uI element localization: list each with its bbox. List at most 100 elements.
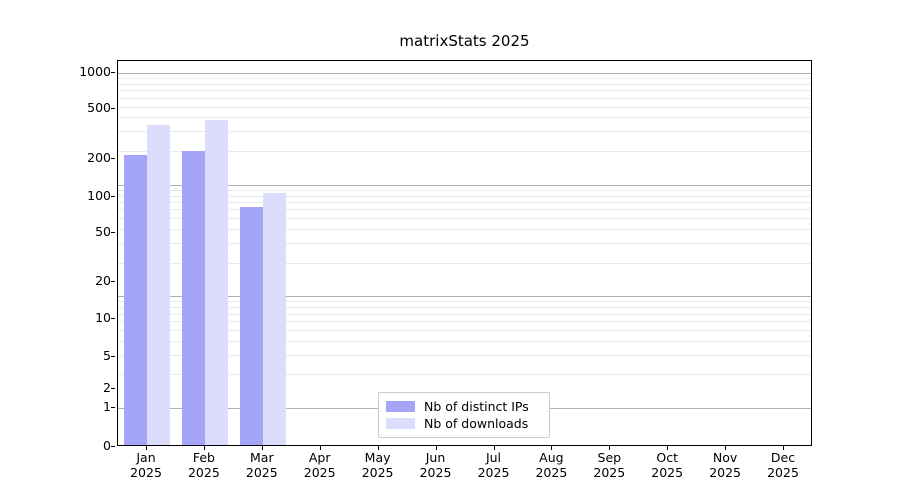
y-tick-label: 2 <box>103 379 111 395</box>
x-tick-label-may: May 2025 <box>362 450 394 480</box>
gridline <box>118 340 811 342</box>
x-tick-mark <box>609 446 611 450</box>
gridline <box>118 78 811 80</box>
gridline <box>118 117 811 119</box>
gridline <box>118 90 811 92</box>
x-tick-month: Jan <box>136 450 156 465</box>
y-tick-label: 10 <box>95 309 111 325</box>
x-tick-year: 2025 <box>767 465 799 480</box>
gridline <box>118 374 811 376</box>
y-tick-mark <box>111 281 115 282</box>
gridline <box>118 262 811 264</box>
x-tick-year: 2025 <box>419 465 452 480</box>
gridline <box>118 301 811 303</box>
y-tick-mark <box>111 108 115 109</box>
x-tick-month: Jun <box>425 450 446 465</box>
x-tick-year: 2025 <box>535 465 568 480</box>
gridline <box>118 83 811 85</box>
x-tick-label-dec: Dec 2025 <box>767 450 799 480</box>
y-tick-label: 500 <box>87 99 111 115</box>
page-title: matrixStats 2025 <box>399 32 530 50</box>
gridline <box>118 184 811 186</box>
x-tick-label-nov: Nov 2025 <box>709 450 741 480</box>
x-tick-mark <box>435 446 437 450</box>
y-tick-mark <box>111 196 115 197</box>
gridline <box>118 131 811 133</box>
bar-ips-mar <box>239 207 263 445</box>
y-tick-label: 1000 <box>79 63 111 79</box>
x-tick-mark <box>319 446 321 450</box>
x-tick-label-oct: Oct 2025 <box>651 450 683 480</box>
y-tick-mark <box>111 318 115 319</box>
gridline <box>118 189 811 191</box>
x-tick-year: 2025 <box>477 465 510 480</box>
y-tick-label: 200 <box>87 149 111 165</box>
y-tick-label: 50 <box>95 223 111 239</box>
gridline <box>118 151 811 153</box>
x-tick-mark <box>551 446 553 450</box>
x-tick-year: 2025 <box>303 465 336 480</box>
x-tick-mark <box>261 446 263 450</box>
gridline <box>118 329 811 331</box>
y-tick-mark <box>111 232 115 233</box>
gridline <box>118 202 811 203</box>
x-tick-label-sep: Sep 2025 <box>593 450 625 480</box>
legend-swatch-icon <box>386 418 415 429</box>
y-tick-label: 0 <box>103 437 111 453</box>
bar-ips-feb <box>181 151 205 445</box>
gridline <box>118 321 811 323</box>
x-tick-label-aug: Aug 2025 <box>535 450 567 480</box>
x-tick-label-jul: Jul 2025 <box>478 450 510 480</box>
gridline <box>118 209 811 211</box>
gridline <box>118 218 811 220</box>
x-tick-year: 2025 <box>130 465 162 480</box>
x-tick-month: Sep <box>597 450 622 465</box>
x-tick-month: Oct <box>656 450 678 465</box>
y-axis: 1000 500 200 100 50 20 10 5 2 1 0 <box>56 0 111 500</box>
x-tick-year: 2025 <box>593 465 626 480</box>
x-tick-mark <box>146 446 147 450</box>
x-tick-month: Mar <box>250 450 274 465</box>
legend-item-distinct-ips: Nb of distinct IPs <box>386 398 542 415</box>
legend-label: Nb of downloads <box>424 416 529 431</box>
x-tick-month: Feb <box>192 450 215 465</box>
x-axis: Jan 2025 Feb 2025 Mar 2025 Apr 2025 May 2025 Jun 20… <box>117 450 812 496</box>
x-tick-mark <box>203 446 205 450</box>
gridline <box>118 73 811 74</box>
y-tick-label: 20 <box>95 272 111 288</box>
chart-legend: Nb of distinct IPs Nb of downloads <box>378 392 550 438</box>
x-tick-year: 2025 <box>709 465 741 480</box>
y-tick-mark <box>111 158 115 159</box>
x-tick-label-feb: Feb 2025 <box>188 450 220 480</box>
y-tick-label: 5 <box>103 347 111 363</box>
bar-downloads-feb <box>204 119 229 445</box>
y-tick-label: 100 <box>87 187 111 203</box>
x-tick-year: 2025 <box>245 465 278 480</box>
gridline <box>118 296 811 298</box>
bar-downloads-jan <box>147 125 171 445</box>
x-tick-month: May <box>364 450 391 465</box>
x-tick-mark <box>783 446 784 450</box>
gridline <box>118 313 811 315</box>
gridline <box>118 106 811 108</box>
y-tick-mark <box>111 356 115 357</box>
gridline <box>118 243 811 245</box>
x-tick-label-jun: Jun 2025 <box>420 450 452 480</box>
legend-swatch-icon <box>386 401 415 412</box>
bar-ips-jan <box>123 154 147 445</box>
y-tick-label: 1 <box>103 398 111 414</box>
gridline <box>118 307 811 309</box>
x-tick-mark <box>377 446 379 450</box>
legend-item-downloads: Nb of downloads <box>386 415 542 432</box>
y-tick-mark <box>111 446 115 447</box>
x-tick-mark <box>725 446 727 450</box>
gridline <box>118 97 811 99</box>
x-tick-year: 2025 <box>361 465 394 480</box>
y-tick-mark <box>111 72 115 73</box>
legend-label: Nb of distinct IPs <box>424 399 529 414</box>
x-tick-month: Apr <box>308 450 331 465</box>
gridline <box>118 195 811 197</box>
x-tick-month: Jul <box>485 450 502 465</box>
plot-area <box>117 60 812 446</box>
